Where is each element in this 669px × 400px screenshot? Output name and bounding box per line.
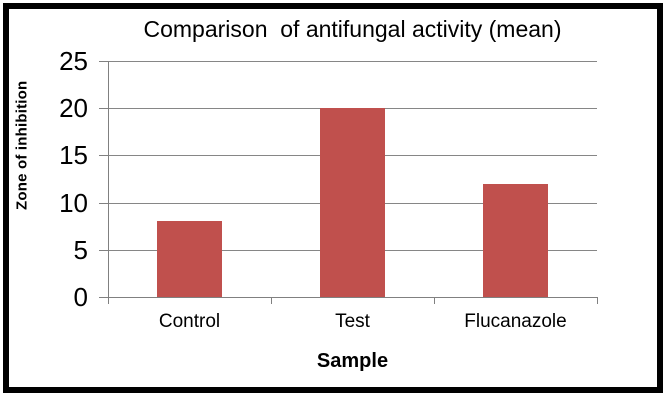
y-tick-label-5: 5	[73, 234, 88, 265]
y-tick-20	[99, 108, 108, 110]
bar-flucanazole	[483, 183, 548, 297]
chart-title: Comparison of antifungal activity (mean)	[143, 16, 562, 42]
plot-area	[108, 61, 597, 297]
bar-control	[157, 221, 222, 297]
x-tick-0	[108, 297, 109, 304]
y-tick-5	[99, 249, 108, 251]
x-tick-3	[597, 297, 598, 304]
y-tick-label-10: 10	[59, 187, 88, 218]
y-tick-0	[99, 297, 108, 298]
y-tick-label-15: 15	[59, 140, 88, 171]
x-tick-label-flucanazole: Flucanazole	[464, 311, 567, 332]
x-axis-line	[108, 297, 598, 298]
y-tick-15	[99, 155, 108, 157]
y-tick-10	[99, 202, 108, 204]
x-tick-label-control: Control	[158, 311, 221, 332]
y-tick-label-0: 0	[73, 282, 88, 312]
x-tick-label-test: Test	[335, 311, 370, 332]
y-tick-label-25: 25	[59, 46, 88, 76]
x-tick-1	[271, 297, 272, 304]
bar-test	[320, 108, 385, 297]
x-axis-title: Sample	[316, 350, 389, 372]
y-tick-label-20: 20	[59, 93, 88, 124]
gridline-25	[108, 61, 597, 62]
y-tick-25	[99, 61, 108, 62]
y-axis-line	[108, 61, 109, 303]
x-tick-2	[434, 297, 435, 304]
